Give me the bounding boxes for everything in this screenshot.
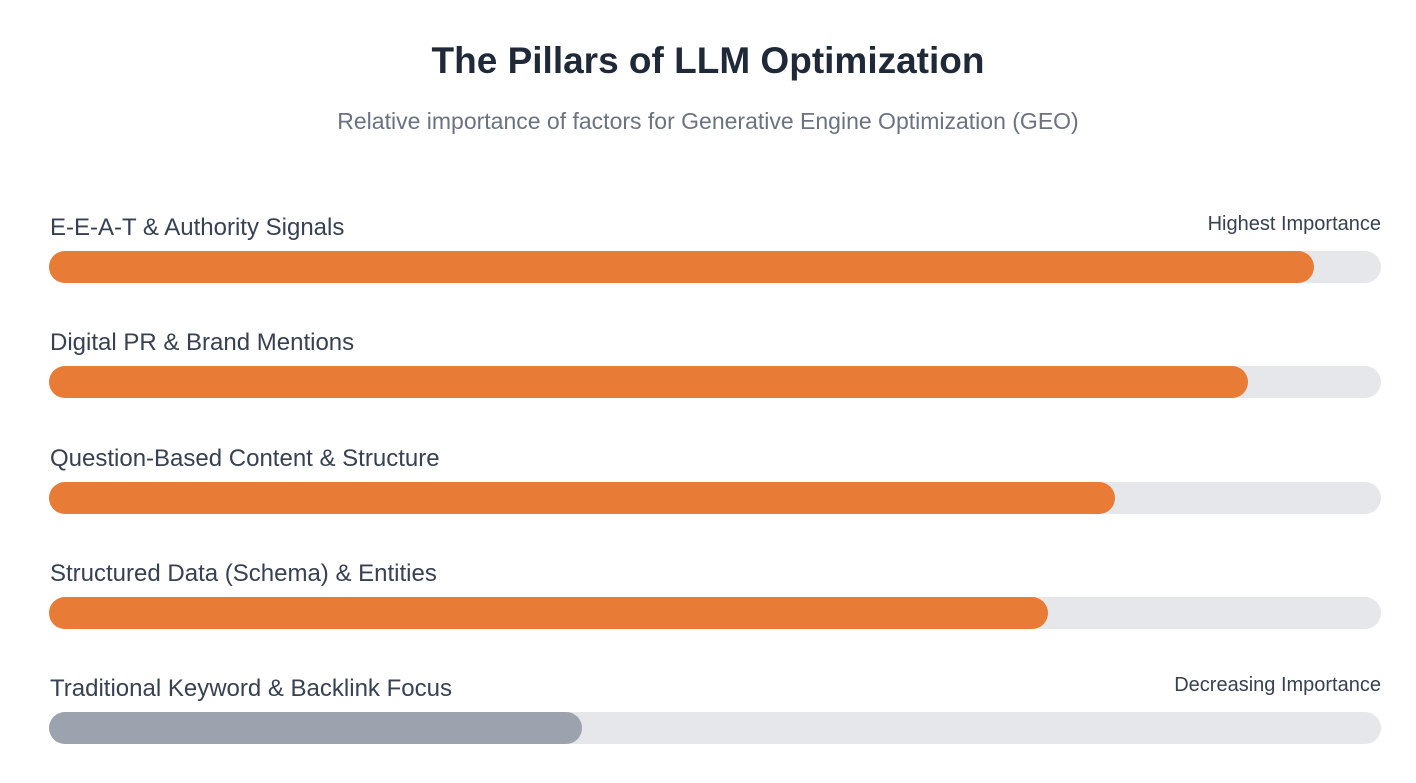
- bar: [49, 366, 1248, 399]
- bar-label: Traditional Keyword & Backlink Focus: [50, 675, 452, 703]
- bar-track: [49, 596, 1381, 629]
- bar-track: [49, 251, 1381, 283]
- bar-row: Structured Data (Schema) & Entities: [49, 559, 1381, 639]
- bar-label: Structured Data (Schema) & Entities: [50, 559, 437, 587]
- bar-row: Traditional Keyword & Backlink Focus Decr…: [49, 674, 1381, 754]
- bar-track: [49, 366, 1381, 399]
- bar-track: [49, 481, 1381, 514]
- chart-title: The Pillars of LLM Optimization: [431, 40, 985, 81]
- bar-label: Question-Based Content & Structure: [50, 444, 440, 472]
- bar-track: [49, 712, 1381, 745]
- bar-row: E-E-A-T & Authority Signals Highest Impor…: [49, 213, 1381, 293]
- bar-label: E-E-A-T & Authority Signals: [50, 214, 345, 241]
- bar: [49, 596, 1048, 629]
- bar-label: Digital PR & Brand Mentions: [50, 329, 355, 357]
- bar-row: Digital PR & Brand Mentions: [49, 328, 1381, 408]
- bar: [49, 481, 1115, 514]
- bar: [49, 712, 582, 745]
- bar-row: Question-Based Content & Structure: [49, 444, 1381, 524]
- importance-annotation: Highest Importance: [1207, 213, 1381, 235]
- bar: [49, 251, 1315, 283]
- chart-subtitle: Relative importance of factors for Gener…: [337, 108, 1079, 134]
- importance-annotation: Decreasing Importance: [1174, 674, 1381, 697]
